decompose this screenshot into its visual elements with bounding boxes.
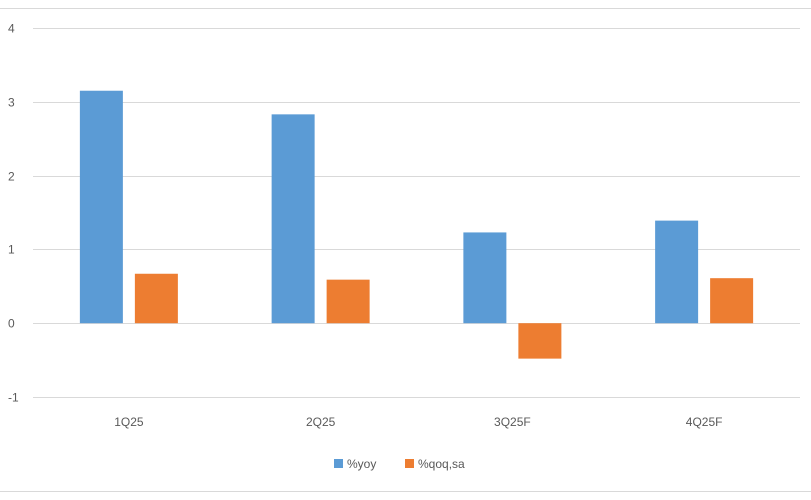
bar-yoy-3q25f bbox=[463, 232, 507, 324]
bar-qoq-4q25f bbox=[710, 278, 754, 324]
legend: %yoy %qoq,sa bbox=[334, 457, 465, 471]
bar-qoq-3q25f bbox=[518, 323, 562, 359]
y-tick-label: -1 bbox=[8, 391, 19, 405]
x-tick-label: 2Q25 bbox=[306, 415, 336, 429]
y-tick-label: 3 bbox=[8, 96, 15, 110]
bars bbox=[79, 90, 754, 359]
x-axis-ticks: 1Q25 2Q25 3Q25F 4Q25F bbox=[114, 415, 722, 429]
frame-bottom-border bbox=[0, 491, 811, 492]
y-tick-label: 1 bbox=[8, 243, 15, 257]
bar-yoy-4q25f bbox=[655, 220, 699, 324]
x-tick-label: 3Q25F bbox=[494, 415, 531, 429]
x-tick-label: 4Q25F bbox=[686, 415, 723, 429]
y-axis-ticks: -1 0 1 2 3 4 bbox=[8, 22, 19, 405]
legend-swatch-qoq bbox=[405, 459, 414, 468]
bar-qoq-2q25 bbox=[326, 279, 370, 324]
bar-yoy-1q25 bbox=[79, 90, 123, 324]
gridlines bbox=[33, 28, 800, 398]
x-tick-label: 1Q25 bbox=[114, 415, 144, 429]
bar-qoq-1q25 bbox=[134, 273, 178, 324]
legend-label-yoy: %yoy bbox=[347, 457, 376, 471]
frame-top-border bbox=[0, 8, 811, 9]
legend-swatch-yoy bbox=[334, 459, 343, 468]
y-tick-label: 4 bbox=[8, 22, 15, 36]
y-tick-label: 0 bbox=[8, 317, 15, 331]
legend-label-qoq: %qoq,sa bbox=[418, 457, 465, 471]
bar-yoy-2q25 bbox=[271, 114, 315, 324]
y-tick-label: 2 bbox=[8, 170, 15, 184]
